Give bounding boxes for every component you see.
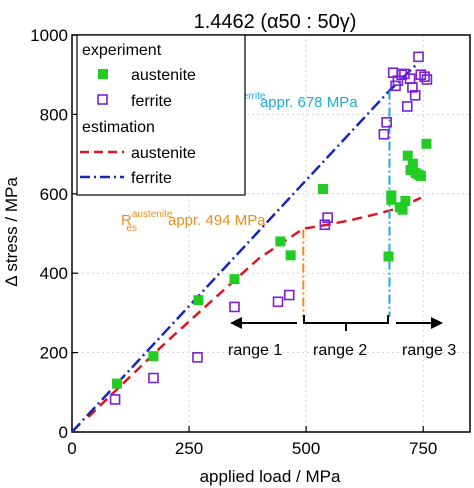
range3-arrowhead (431, 317, 443, 329)
austenite-point (386, 194, 397, 205)
ferrite-point (381, 117, 392, 128)
y-axis-label: Δ stress / MPa (2, 177, 21, 287)
legend-ferrite-marker (97, 94, 108, 105)
y-tick-label: 0 (59, 423, 68, 442)
legend-exp-ferrite: ferrite (131, 93, 172, 110)
austenite-point (229, 274, 240, 285)
legend-group-experiment: experiment (82, 42, 162, 59)
austenite-estimation-line (87, 196, 422, 418)
austenite-point (397, 204, 408, 215)
ferrite-point (319, 219, 331, 231)
ferrite-point (322, 212, 333, 223)
legend-est-austenite: austenite (131, 145, 196, 162)
x-axis-label: applied load / MPa (200, 467, 341, 486)
legend-group-estimation: estimation (82, 119, 155, 136)
ferrite-point (409, 90, 421, 101)
y-tick-label: 600 (40, 185, 68, 204)
plot-frame (71, 34, 471, 433)
ferrite-point (148, 372, 159, 384)
y-tick-label: 1000 (30, 26, 68, 45)
legend-austenite-marker (98, 69, 108, 79)
austenite-point (405, 164, 416, 175)
austenite-point (402, 150, 413, 161)
austenite-point (400, 195, 411, 206)
range1-label: range 1 (228, 342, 282, 359)
ferrite-point (109, 394, 121, 405)
ferrite-point (192, 352, 203, 363)
range2-label: range 2 (313, 342, 367, 359)
chart-title: 1.4462 (α50 : 50γ) (194, 11, 357, 33)
range-markers: range 1 range 2 range 3 (228, 315, 456, 359)
austenite-point (421, 138, 432, 149)
austenite-point (415, 170, 426, 181)
ferrite-point (407, 82, 418, 93)
range2-bracket (303, 315, 389, 324)
experiment-markers (109, 51, 433, 405)
range3-label: range 3 (402, 342, 456, 359)
austenite-point (383, 251, 394, 262)
ferrite-rp-sup: ferrite (240, 91, 266, 102)
x-tick-label: 750 (409, 439, 437, 458)
austenite-rp-text: appr. 494 MPa (168, 212, 266, 229)
austenite-point (111, 378, 122, 389)
x-tick-label: 0 (67, 439, 76, 458)
y-tick-label: 400 (40, 264, 68, 283)
austenite-point (148, 351, 159, 362)
ferrite-point (229, 301, 240, 313)
legend-est-ferrite: ferrite (131, 170, 172, 187)
austenite-rp-sup: austenite (132, 209, 173, 220)
legend-box (76, 34, 246, 196)
yield-lines (302, 90, 391, 317)
ferrite-rp-text: appr. 678 MPa (260, 94, 358, 111)
legend-exp-austenite: austenite (131, 67, 196, 84)
austenite-point (317, 184, 328, 195)
ferrite-point (419, 71, 430, 82)
y-tick-label: 200 (40, 344, 68, 363)
austenite-point (275, 236, 286, 247)
austenite-rp-sub: es (126, 223, 137, 234)
ferrite-point (401, 101, 413, 112)
ferrite-point (421, 74, 433, 85)
x-tick-label: 500 (292, 439, 320, 458)
austenite-rp-prefix: R (121, 212, 132, 229)
x-tick-label: 250 (175, 439, 203, 458)
austenite-point (193, 295, 204, 306)
austenite-rp-annotation: Raustenite es appr. 494 MPa (121, 209, 266, 234)
austenite-point (285, 250, 296, 261)
ferrite-point (413, 51, 424, 63)
ferrite-point (378, 128, 390, 140)
range1-arrowhead (230, 317, 242, 329)
ferrite-point (283, 289, 295, 301)
legend: experiment austenite ferrite estimation … (76, 34, 246, 196)
austenite-point (407, 158, 418, 169)
y-tick-label: 800 (40, 105, 68, 124)
ferrite-rp-annotation: Rferriteesappr. 678 MPa (229, 91, 358, 116)
ferrite-point (272, 296, 284, 308)
